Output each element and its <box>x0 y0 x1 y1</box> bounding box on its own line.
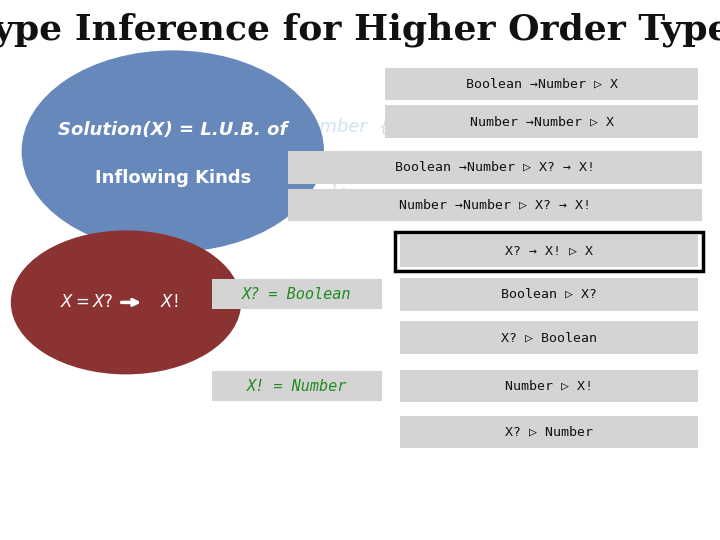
Text: X? ▷ Number: X? ▷ Number <box>505 426 593 438</box>
FancyBboxPatch shape <box>288 189 702 221</box>
FancyBboxPatch shape <box>400 278 698 310</box>
Text: X? → X! ▷ X: X? → X! ▷ X <box>505 245 593 258</box>
Text: x =              lean):Number{...};: x = lean):Number{...}; <box>65 183 347 201</box>
Text: X? ▷ Boolean: X? ▷ Boolean <box>501 331 597 344</box>
Text: Boolean ▷ X?: Boolean ▷ X? <box>501 288 597 301</box>
Text: Solution(X) = L.U.B. of: Solution(X) = L.U.B. of <box>58 120 287 139</box>
Text: Inflowing Kinds: Inflowing Kinds <box>94 169 251 187</box>
FancyBboxPatch shape <box>400 416 698 448</box>
FancyBboxPatch shape <box>400 321 698 354</box>
Text: Number →Number ▷ X: Number →Number ▷ X <box>470 115 614 128</box>
FancyBboxPatch shape <box>212 280 382 309</box>
Text: Number →Number ▷ X? → X!: Number →Number ▷ X? → X! <box>399 199 591 212</box>
FancyBboxPatch shape <box>400 235 698 267</box>
Text: r):Number  {...};: r):Number {...}; <box>274 118 424 136</box>
Text: Type Inference for Higher Order Types: Type Inference for Higher Order Types <box>0 12 720 47</box>
Text: Boolean →Number ▷ X: Boolean →Number ▷ X <box>466 77 618 90</box>
Text: Boolean →Number ▷ X? → X!: Boolean →Number ▷ X? → X! <box>395 161 595 174</box>
Text: $X!$: $X!$ <box>160 293 179 312</box>
Text: $X = X?$: $X = X?$ <box>60 293 113 312</box>
FancyBboxPatch shape <box>288 151 702 184</box>
Text: Number ▷ X!: Number ▷ X! <box>505 380 593 393</box>
Ellipse shape <box>11 231 241 374</box>
FancyBboxPatch shape <box>400 370 698 402</box>
Text: X? = Boolean: X? = Boolean <box>242 287 352 302</box>
FancyBboxPatch shape <box>385 105 698 138</box>
FancyBboxPatch shape <box>212 372 382 401</box>
Ellipse shape <box>22 50 324 252</box>
FancyBboxPatch shape <box>385 68 698 100</box>
Text: X! = Number: X! = Number <box>247 379 347 394</box>
